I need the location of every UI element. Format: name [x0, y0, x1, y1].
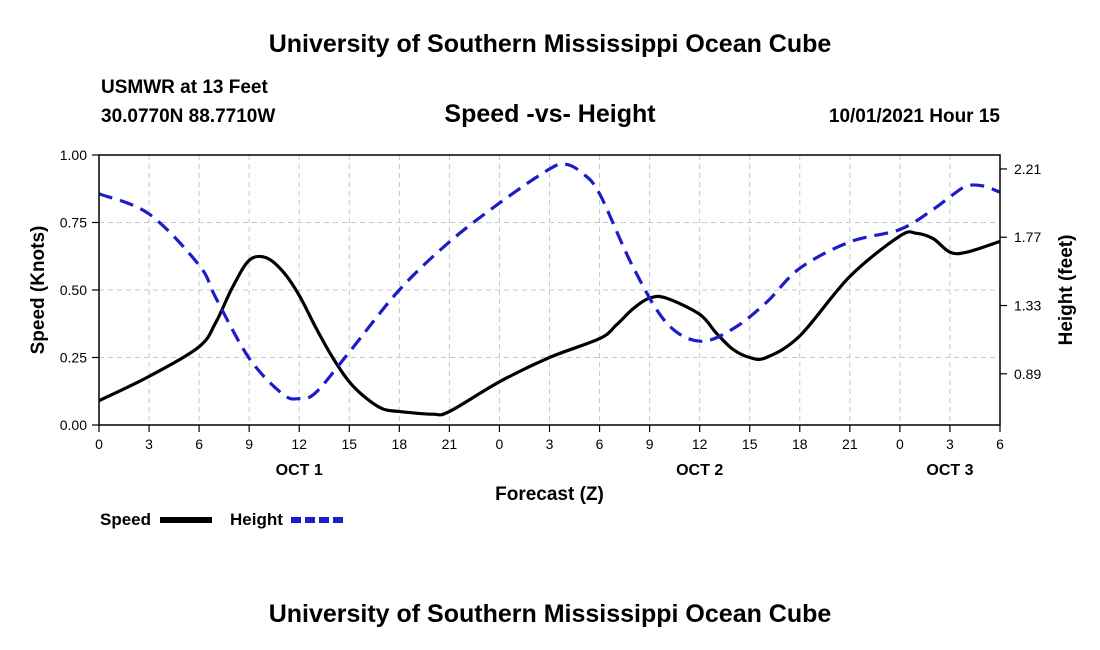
legend-speed-label: Speed — [100, 510, 151, 529]
series-layer — [98, 162, 1001, 417]
x-tick-label: 0 — [896, 436, 904, 452]
day-label: OCT 2 — [676, 462, 723, 479]
legend-height-label: Height — [230, 510, 283, 529]
height-series-line — [98, 162, 1001, 401]
axis-ticks: 0 3 6 9 12 15 18 21 0 3 6 9 12 15 18 21 0 3 6 0.00 0.25 0.50 0… — [60, 147, 1042, 479]
x-tick-label: 12 — [692, 436, 708, 452]
x-axis-label: Forecast (Z) — [495, 484, 604, 505]
y2-tick-label: 1.33 — [1014, 298, 1041, 314]
x-tick-label: 21 — [842, 436, 858, 452]
x-tick-label: 18 — [392, 436, 408, 452]
day-label: OCT 3 — [926, 462, 973, 479]
x-tick-label: 12 — [291, 436, 307, 452]
speed-series-line — [98, 230, 1001, 417]
x-tick-label: 6 — [596, 436, 604, 452]
y-axis-label: Speed (Knots) — [28, 226, 49, 355]
y2-tick-label: 0.89 — [1014, 366, 1041, 382]
chart-title: University of Southern Mississippi Ocean… — [268, 30, 832, 58]
y2-axis-label: Height (feet) — [1056, 235, 1077, 346]
x-tick-label: 9 — [646, 436, 654, 452]
x-tick-label: 21 — [442, 436, 458, 452]
y-tick-label: 0.00 — [60, 417, 87, 433]
x-tick-label: 3 — [145, 436, 153, 452]
legend: Speed Height — [100, 510, 343, 529]
chart-subtitle: Speed -vs- Height — [444, 100, 656, 128]
x-tick-label: 3 — [946, 436, 954, 452]
station-coordinates: 30.0770N 88.7710W — [101, 106, 276, 127]
x-tick-label: 9 — [245, 436, 253, 452]
x-tick-label: 18 — [792, 436, 808, 452]
y-tick-label: 1.00 — [60, 147, 87, 163]
x-tick-label: 0 — [496, 436, 504, 452]
day-label: OCT 1 — [276, 462, 323, 479]
y2-tick-label: 1.77 — [1014, 229, 1041, 245]
forecast-date: 10/01/2021 Hour 15 — [828, 106, 1000, 127]
y2-tick-label: 2.21 — [1014, 161, 1041, 177]
y-tick-label: 0.50 — [60, 282, 87, 298]
x-tick-label: 3 — [546, 436, 554, 452]
x-tick-label: 0 — [95, 436, 103, 452]
y-tick-label: 0.25 — [60, 350, 87, 366]
x-tick-label: 6 — [195, 436, 203, 452]
x-tick-label: 6 — [996, 436, 1004, 452]
station-name: USMWR at 13 Feet — [101, 77, 268, 98]
chart-grid — [99, 155, 1000, 425]
y-tick-label: 0.75 — [60, 215, 87, 231]
x-tick-label: 15 — [341, 436, 357, 452]
footer-title: University of Southern Mississippi Ocean… — [268, 600, 832, 628]
x-tick-label: 15 — [742, 436, 758, 452]
